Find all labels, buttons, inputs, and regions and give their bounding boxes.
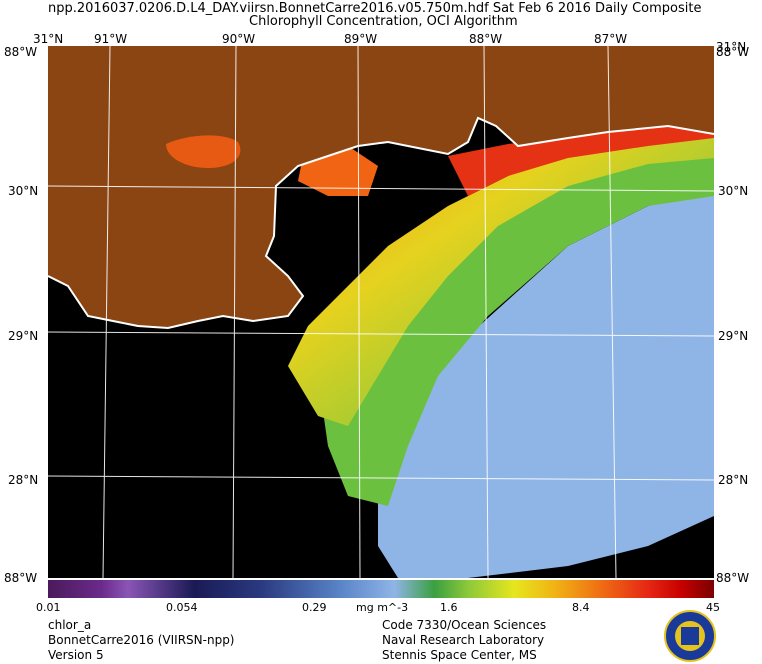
nearshore-red [448,124,714,196]
top-left-lat-label: 31°N [33,32,64,46]
bottom-left-corner-label: 88°W [4,571,38,585]
colorbar [48,580,714,598]
top-lon-label-90w: 90°W [222,32,256,46]
lat-label-29n-right: 29°N [718,329,749,343]
colorbar-tick-1: 0.054 [166,601,198,614]
colorbar-units: mg m^-3 [356,601,409,614]
graticule [48,46,714,578]
offshore-water [378,186,714,578]
colorbar-tick-4: 8.4 [572,601,590,614]
top-right-lat-label: 31°N [716,40,747,54]
top-left-corner-label: 88°W [4,45,38,59]
colorbar-tick-2: 0.29 [302,601,327,614]
top-lon-label-88w: 88°W [469,32,503,46]
lat-label-30n-left: 30°N [8,184,39,198]
map-graphic [48,46,714,578]
top-lon-label-89w: 89°W [344,32,378,46]
lat-label-30n-right: 30°N [718,184,749,198]
title-line-2: Chlorophyll Concentration, OCI Algorithm [249,14,518,29]
chlorophyll-map [48,46,714,578]
coastline [48,116,714,330]
colorbar-tick-0: 0.01 [36,601,61,614]
shelf-green-band [318,146,714,506]
land [48,46,714,328]
top-lon-label-87w: 87°W [594,32,628,46]
colorbar-tick-5: 45 [706,601,720,614]
footer-dataset: BonnetCarre2016 (VIIRSN-npp) [48,633,235,647]
top-lon-label-91w: 91°W [94,32,128,46]
lat-label-28n-right: 28°N [718,473,749,487]
footer-lab: Naval Research Laboratory [382,633,545,647]
lake-pontchartrain [166,135,241,168]
footer-code: Code 7330/Ocean Sciences [382,618,547,632]
top-right-corner-label: 88°W [716,45,750,59]
lat-label-28n-left: 28°N [8,473,39,487]
footer-location: Stennis Space Center, MS [382,648,537,662]
river-plume [288,134,714,426]
bottom-right-corner-label: 88°W [716,571,750,585]
nrl-seal-logo [664,610,716,662]
lat-label-29n-left: 29°N [8,329,39,343]
colorbar-tick-3: 1.6 [440,601,458,614]
title-line-1: npp.2016037.0206.D.L4_DAY.viirsn.BonnetC… [48,1,702,16]
footer-version: Version 5 [48,648,104,662]
footer-variable: chlor_a [48,618,92,632]
